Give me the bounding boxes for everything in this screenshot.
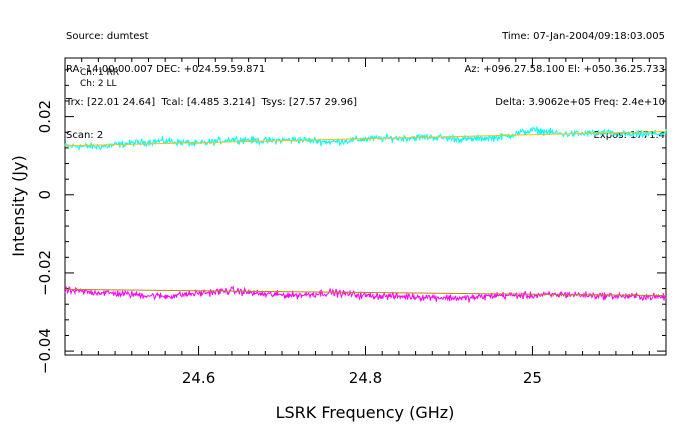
legend-entry-ll: Ch: 2 LL	[80, 79, 117, 89]
header-source: Source: dumtest	[66, 31, 149, 42]
y-tick-label: 0	[36, 190, 54, 200]
axis-ticks: 24.6 24.8 25 −0.04 −0.02 0 0.02	[36, 58, 667, 387]
y-tick-label: −0.04	[36, 328, 54, 374]
y-tick-label: −0.02	[36, 250, 54, 296]
y-axis-label: Intensity (Jy)	[9, 155, 28, 256]
header-time: Time: 07-Jan-2004/09:18:03.005	[502, 31, 665, 42]
header-expos: Expos: 1771.4	[593, 130, 665, 141]
header-radec: RA: 14:00:00.007 DEC: +024.59.59.871	[66, 64, 266, 75]
y-tick-label: 0.02	[36, 100, 54, 133]
legend: Ch: 1 RR Ch: 2 LL	[80, 68, 119, 89]
x-tick-label: 25	[523, 369, 542, 387]
x-tick-label: 24.8	[349, 369, 382, 387]
header-azel: Az: +096.27.58.100 El: +050.36.25.733	[464, 64, 665, 75]
plot-frame	[64, 57, 667, 356]
header-temps: Trx: [22.01 24.64] Tcal: [4.485 3.214] T…	[66, 97, 358, 108]
x-tick-label: 24.6	[182, 369, 215, 387]
header-scan: Scan: 2	[66, 130, 104, 141]
fit-line-rr	[64, 130, 667, 147]
legend-entry-rr: Ch: 1 RR	[80, 68, 119, 78]
series-ll-line	[64, 285, 667, 303]
header-right: Time: 07-Jan-2004/09:18:03.005 Az: +096.…	[464, 9, 665, 152]
x-axis-label: LSRK Frequency (GHz)	[276, 403, 455, 422]
fit-line-ll	[64, 288, 667, 297]
header-delta-freq: Delta: 3.9062e+05 Freq: 2.4e+10	[495, 97, 665, 108]
series-rr-line	[64, 125, 667, 152]
header-left: Source: dumtest RA: 14:00:00.007 DEC: +0…	[66, 9, 357, 152]
series-curves	[64, 125, 667, 303]
